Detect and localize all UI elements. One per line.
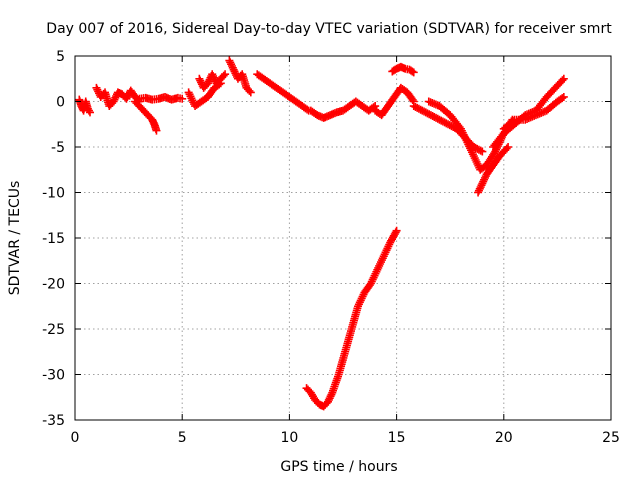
data-point [221,70,230,79]
data-point [559,74,568,83]
data-point [196,76,205,85]
x-tick-label: 15 [388,430,406,446]
data-point [475,184,484,193]
axis-ticks: 0 5 10 15 20 25 5 0 -5 -10 -15 -20 -25 -30 -35 [42,49,620,446]
data-point [408,95,417,104]
data-point [92,83,101,92]
data-point [504,143,513,151]
data-point [86,108,95,117]
data-point [474,188,483,197]
x-tick-label: 0 [71,430,80,446]
data-point [227,62,236,71]
data-point [94,87,103,96]
x-tick-label: 10 [280,430,298,446]
data-point [303,105,312,114]
data-point [209,73,218,82]
data-point [474,186,483,195]
series-arc-4 [135,92,187,104]
data-point [477,181,486,190]
data-point [93,85,102,94]
data-point [219,71,228,80]
series-arc-10 [371,83,418,120]
y-tick-label: -20 [42,277,65,293]
data-point [229,65,238,74]
data-point [478,147,487,156]
data-point [111,93,120,102]
data-point [227,60,236,69]
series-arc-9 [306,97,380,122]
data-point [178,94,187,103]
data-point [195,74,204,83]
series-arc-6 [195,70,230,92]
series-arc-17 [302,226,401,411]
series-arc-1 [75,95,95,117]
y-tick-label: -25 [42,322,65,338]
data-point [326,392,335,401]
series-arc-15 [489,74,568,151]
data-point [204,77,213,86]
data-point [479,177,488,186]
data-point [409,68,418,77]
y-tick-label: 5 [56,49,65,65]
data-point [327,390,336,399]
data-point [109,97,118,106]
series-arc-14 [474,143,513,197]
data-point [323,397,332,406]
data-point [559,92,568,101]
y-tick-label: -5 [51,140,65,156]
data-point [502,144,511,153]
data-point [508,117,517,125]
data-point [480,175,489,184]
series-arc-5 [184,79,225,111]
data-point [480,173,489,182]
series-arc-8 [253,70,313,115]
data-point [558,94,567,103]
y-tick-label: -35 [42,413,65,429]
data-point [225,56,234,65]
y-tick-label: -10 [42,186,65,202]
x-tick-label: 25 [602,430,620,446]
data-point [491,147,500,156]
chart-title: Day 007 of 2016, Sidereal Day-to-day VTE… [46,21,612,37]
series-arc-16 [499,92,568,133]
data-point [203,79,212,88]
data-point [478,179,487,188]
data-point [230,67,239,76]
data-point [246,88,255,97]
x-tick-label: 20 [495,430,513,446]
data-point [208,70,217,79]
data-points [75,56,568,411]
y-tick-label: -30 [42,368,65,384]
data-point [245,86,254,95]
data-point [84,106,93,115]
data-point [558,76,567,85]
data-point [476,146,485,155]
data-point [408,67,417,76]
data-point [209,72,218,81]
data-point [325,394,334,403]
x-axis-label: GPS time / hours [280,459,397,475]
data-point [197,78,206,87]
grid-layer [75,56,611,420]
data-point [228,63,237,72]
y-axis-label: SDTVAR / TECUs [7,181,23,296]
data-point [226,58,235,67]
x-tick-label: 5 [178,430,187,446]
data-point [110,95,119,104]
data-point [476,183,485,192]
y-tick-label: -15 [42,231,65,247]
data-point [152,126,161,135]
data-point [392,226,401,235]
series-arc-7 [225,56,255,97]
series-arc-11 [388,62,418,77]
series-arc-3 [131,97,161,135]
y-tick-label: 0 [56,95,65,111]
data-point [391,228,400,237]
data-point [324,395,333,404]
data-point [231,69,240,78]
